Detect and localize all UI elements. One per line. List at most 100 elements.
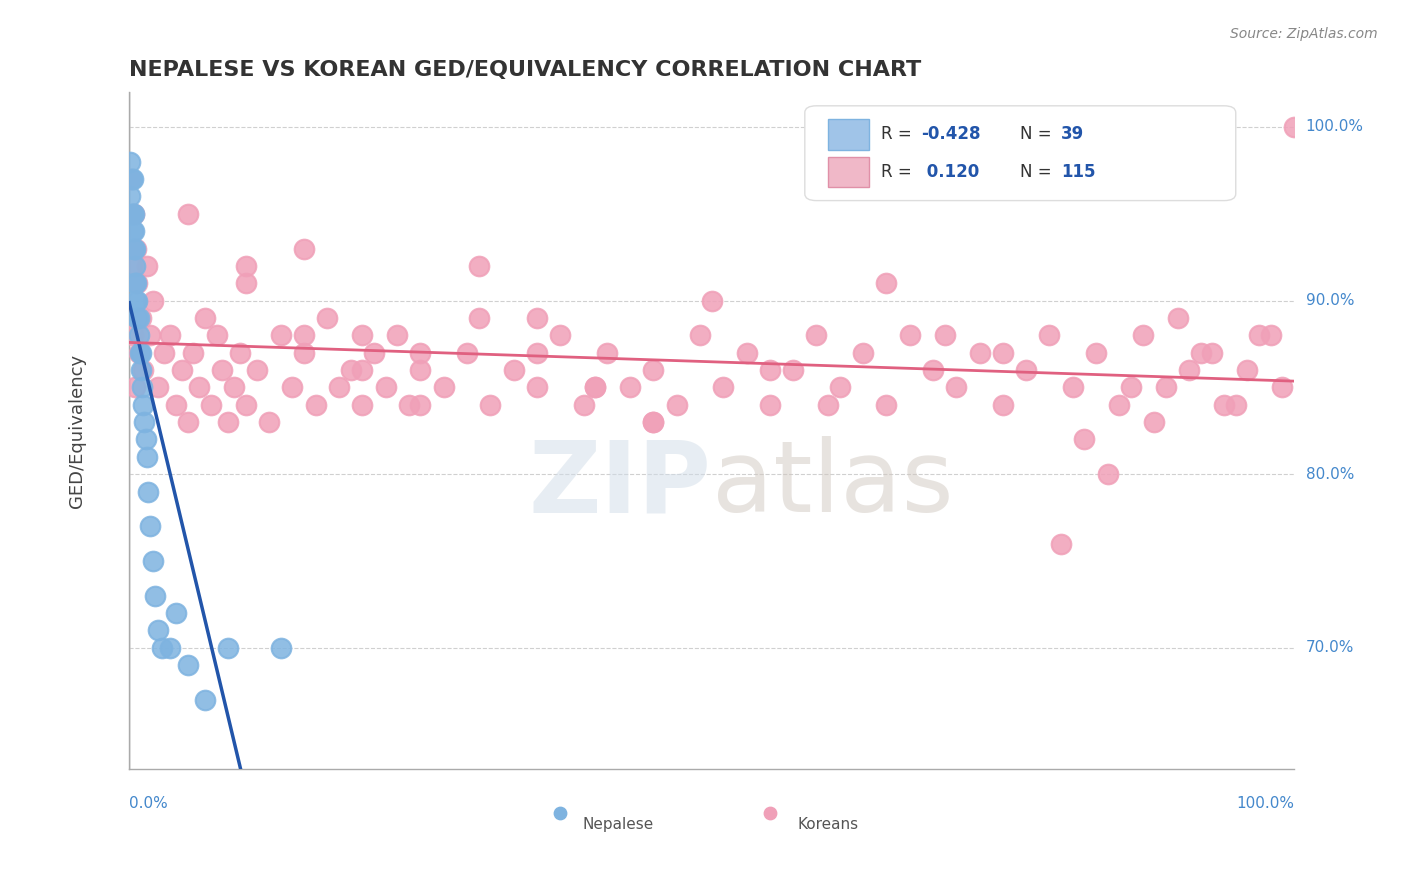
Point	[176, 658, 198, 673]
Point	[572, 398, 595, 412]
Point	[1073, 433, 1095, 447]
Point	[139, 519, 162, 533]
Point	[398, 398, 420, 412]
Point	[735, 345, 758, 359]
Point	[124, 259, 146, 273]
Point	[135, 259, 157, 273]
Point	[159, 328, 181, 343]
Point	[125, 293, 148, 308]
Point	[1038, 328, 1060, 343]
Point	[153, 345, 176, 359]
Text: 80.0%: 80.0%	[1306, 467, 1354, 482]
Point	[479, 398, 502, 412]
Point	[352, 398, 374, 412]
Point	[131, 380, 153, 394]
Point	[246, 363, 269, 377]
Point	[643, 415, 665, 429]
Point	[700, 293, 723, 308]
Point	[139, 328, 162, 343]
Point	[759, 398, 782, 412]
Point	[120, 154, 142, 169]
Point	[875, 398, 897, 412]
Point	[121, 207, 143, 221]
Text: R =: R =	[880, 163, 917, 181]
Point	[292, 345, 315, 359]
Point	[665, 398, 688, 412]
Text: Nepalese: Nepalese	[583, 817, 654, 831]
Point	[122, 242, 145, 256]
Point	[875, 277, 897, 291]
Point	[176, 207, 198, 221]
Point	[1213, 398, 1236, 412]
Point	[200, 398, 222, 412]
Point	[1154, 380, 1177, 394]
Point	[128, 345, 150, 359]
Point	[135, 450, 157, 464]
Point	[127, 277, 149, 291]
Point	[235, 277, 257, 291]
Point	[828, 380, 851, 394]
Point	[1050, 536, 1073, 550]
Point	[125, 277, 148, 291]
Point	[1119, 380, 1142, 394]
Point	[257, 415, 280, 429]
Point	[205, 328, 228, 343]
Point	[1178, 363, 1201, 377]
Point	[121, 259, 143, 273]
Point	[183, 345, 205, 359]
Point	[129, 345, 152, 359]
Point	[583, 380, 606, 394]
Point	[1166, 310, 1188, 325]
Point	[526, 310, 548, 325]
Point	[385, 328, 408, 343]
Point	[176, 415, 198, 429]
Point	[502, 363, 524, 377]
Point	[852, 345, 875, 359]
Point	[143, 589, 166, 603]
Point	[128, 328, 150, 343]
Text: Koreans: Koreans	[797, 817, 859, 831]
Point	[188, 380, 211, 394]
Text: GED/Equivalency: GED/Equivalency	[67, 354, 86, 508]
Point	[129, 363, 152, 377]
Point	[352, 328, 374, 343]
Point	[969, 345, 991, 359]
Point	[1085, 345, 1108, 359]
Point	[165, 606, 187, 620]
Text: -0.428: -0.428	[921, 125, 981, 144]
Point	[292, 242, 315, 256]
Bar	[828, 120, 869, 150]
Point	[526, 380, 548, 394]
Point	[1062, 380, 1084, 394]
Point	[1225, 398, 1247, 412]
FancyBboxPatch shape	[804, 106, 1236, 201]
Point	[526, 345, 548, 359]
Point	[122, 207, 145, 221]
Point	[121, 328, 143, 343]
Point	[1108, 398, 1130, 412]
Point	[548, 328, 571, 343]
Point	[127, 310, 149, 325]
Point	[328, 380, 350, 394]
Point	[409, 398, 432, 412]
Point	[124, 242, 146, 256]
Point	[409, 345, 432, 359]
Point	[596, 345, 619, 359]
Point	[759, 363, 782, 377]
Text: atlas: atlas	[711, 436, 953, 533]
Point	[934, 328, 956, 343]
Point	[433, 380, 456, 394]
Point	[122, 224, 145, 238]
Point	[124, 380, 146, 394]
Text: R =: R =	[880, 125, 917, 144]
Point	[128, 345, 150, 359]
Point	[281, 380, 304, 394]
Point	[127, 293, 149, 308]
Point	[229, 345, 252, 359]
Bar	[828, 157, 869, 187]
Point	[1201, 345, 1223, 359]
Text: Source: ZipAtlas.com: Source: ZipAtlas.com	[1230, 27, 1378, 41]
Point	[1015, 363, 1038, 377]
Point	[409, 363, 432, 377]
Point	[304, 398, 326, 412]
